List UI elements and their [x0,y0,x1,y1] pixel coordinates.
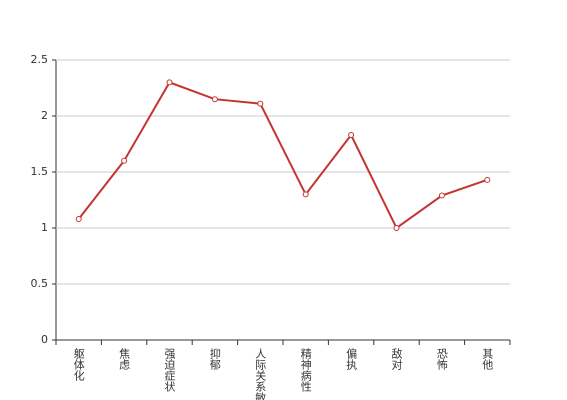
point [121,157,128,164]
point [348,132,355,139]
point [257,100,264,107]
point [302,191,309,198]
x-tick-label: 精神病性 [299,348,312,393]
line [77,81,488,230]
x-tick-label: 抑郁 [208,347,221,370]
x-tick-label: 其他 [481,348,494,370]
x-tick-label: 恐怖 [435,348,448,370]
point [438,192,445,199]
point [211,96,218,103]
y-tick-label: 1.5 [31,165,49,178]
y-tick-label: 1 [41,221,48,234]
x-tick-label: 敌对 [390,347,403,370]
point [166,79,173,86]
y-tick-label: 2.5 [31,53,49,66]
x-tick-label: 躯体化 [72,348,85,382]
y-tick-label: 2 [41,109,48,122]
x-tick-label: 人际关系敏感 [254,348,267,400]
y-tick-label: 0.5 [31,277,49,290]
point [484,176,491,183]
x-tick-label: 强迫症状 [163,348,176,392]
x-tick-label: 偏执 [345,347,358,371]
point [393,225,400,231]
y-tick-label: 0 [41,333,48,346]
x-tick-label: 焦虑 [118,348,131,370]
point [75,216,82,223]
